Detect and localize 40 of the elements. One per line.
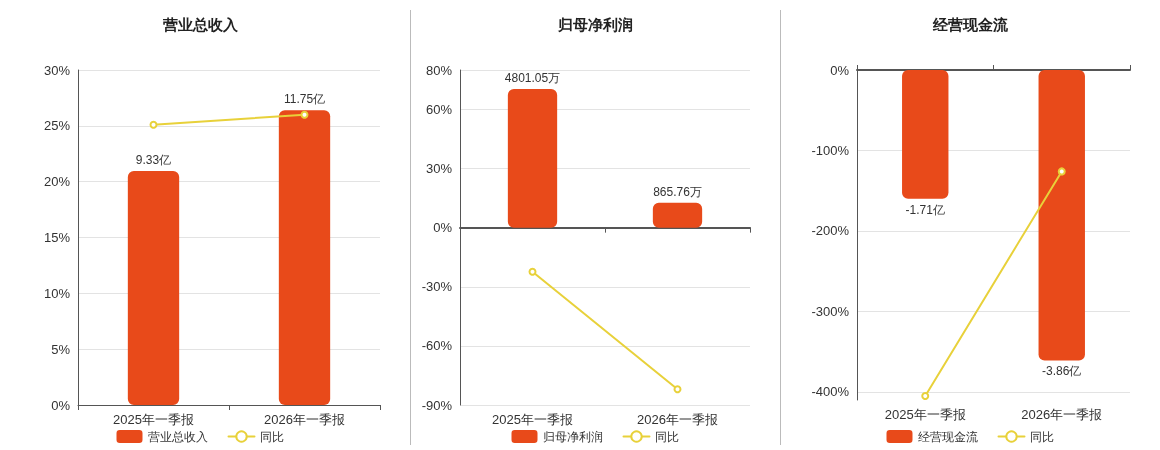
legend-label: 归母净利润 — [542, 429, 603, 444]
y-tick-label: 80% — [425, 62, 453, 78]
y-tick-label: 0% — [51, 397, 71, 413]
x-tick-label: 2026年一季报 — [264, 412, 345, 427]
y-tick-label: 15% — [43, 230, 71, 245]
data-label: 4801.05万 — [504, 70, 561, 85]
data-label: 865.76万 — [653, 184, 702, 199]
chart-title: 经营现金流 — [931, 16, 1009, 33]
y-tick-label: -300% — [811, 303, 850, 319]
legend-label: 经营现金流 — [917, 429, 978, 444]
data-label: 11.75亿 — [283, 92, 326, 107]
y-tick-label: 30% — [43, 62, 71, 78]
y-tick-label: 10% — [43, 285, 71, 301]
x-tick-label: 2025年一季报 — [492, 412, 573, 427]
x-tick-label: 2025年一季报 — [113, 412, 194, 427]
y-tick-label: 0% — [830, 62, 850, 78]
legend-label: 营业总收入 — [147, 429, 208, 444]
y-tick-label: 5% — [51, 341, 71, 357]
chart-title: 营业总收入 — [161, 16, 239, 33]
y-tick-label: -400% — [811, 384, 850, 400]
y-tick-label: 60% — [425, 101, 453, 117]
y-tick-label: 20% — [43, 174, 71, 190]
y-tick-label: -60% — [421, 338, 453, 354]
y-tick-label: 25% — [43, 118, 71, 134]
y-tick-label: -100% — [811, 142, 850, 158]
data-label: -3.86亿 — [1042, 364, 1082, 379]
y-tick-label: -90% — [421, 397, 453, 413]
x-tick-label: 2026年一季报 — [637, 412, 718, 427]
y-tick-label: 30% — [425, 161, 453, 177]
x-tick-label: 2026年一季报 — [1021, 407, 1103, 422]
legend-label: 同比 — [1029, 429, 1054, 444]
chart-title: 归母净利润 — [556, 16, 633, 33]
y-tick-label: -200% — [811, 223, 850, 239]
legend-label: 同比 — [654, 429, 679, 444]
data-label: -1.71亿 — [905, 202, 945, 217]
y-tick-label: -30% — [421, 279, 453, 295]
data-label: 9.33亿 — [135, 152, 172, 167]
legend-label: 同比 — [259, 429, 284, 444]
y-tick-label: 0% — [433, 220, 453, 236]
x-tick-label: 2025年一季报 — [884, 407, 966, 422]
